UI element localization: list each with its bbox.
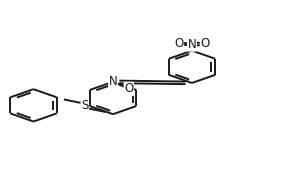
Text: O: O <box>124 82 134 95</box>
Text: N: N <box>109 75 117 88</box>
Text: N: N <box>188 38 196 51</box>
Text: O: O <box>174 37 184 50</box>
Text: S: S <box>81 99 88 112</box>
Text: O: O <box>200 37 210 50</box>
